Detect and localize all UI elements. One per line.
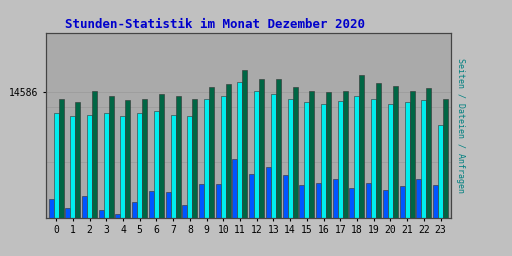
Bar [393,86,398,256]
Bar [154,111,159,256]
Bar [266,167,271,256]
Bar [443,99,448,256]
Bar [70,116,75,256]
Bar [254,91,259,256]
Bar [371,99,376,256]
Bar [421,100,426,256]
Bar [238,82,243,256]
Bar [226,84,231,256]
Bar [99,210,104,256]
Bar [338,101,343,256]
Bar [243,70,247,256]
Bar [176,96,181,256]
Bar [376,83,381,256]
Bar [354,96,359,256]
Bar [54,113,58,256]
Bar [216,184,221,256]
Bar [326,92,331,256]
Bar [58,99,63,256]
Bar [383,190,388,256]
Bar [92,91,97,256]
Bar [271,94,276,256]
Bar [438,125,443,256]
Bar [199,184,204,256]
Bar [359,74,365,256]
Bar [204,99,209,256]
Bar [132,202,137,256]
Bar [87,115,92,256]
Bar [104,113,109,256]
Bar [321,104,326,256]
Bar [433,185,438,256]
Bar [120,116,125,256]
Text: Stunden-Statistik im Monat Dezember 2020: Stunden-Statistik im Monat Dezember 2020 [65,18,365,31]
Bar [170,115,176,256]
Y-axis label: Seiten / Dateien / Anfragen: Seiten / Dateien / Anfragen [456,58,465,193]
Bar [276,79,281,256]
Bar [149,191,154,256]
Bar [399,186,404,256]
Bar [309,91,314,256]
Bar [288,99,293,256]
Bar [388,104,393,256]
Bar [300,185,304,256]
Bar [221,96,226,256]
Bar [137,113,142,256]
Bar [259,79,264,256]
Bar [366,183,371,256]
Bar [410,91,415,256]
Bar [159,94,164,256]
Bar [209,87,214,256]
Bar [349,188,354,256]
Bar [343,91,348,256]
Bar [165,192,170,256]
Bar [82,196,87,256]
Bar [316,183,321,256]
Bar [333,179,338,256]
Bar [115,214,120,256]
Bar [426,88,431,256]
Bar [49,199,54,256]
Bar [193,99,197,256]
Bar [142,99,147,256]
Bar [304,102,309,256]
Bar [66,208,70,256]
Bar [416,179,421,256]
Bar [125,100,131,256]
Bar [232,159,238,256]
Bar [75,102,80,256]
Bar [283,175,288,256]
Bar [249,174,254,256]
Bar [187,116,193,256]
Bar [404,102,410,256]
Bar [293,87,297,256]
Bar [109,96,114,256]
Bar [182,206,187,256]
